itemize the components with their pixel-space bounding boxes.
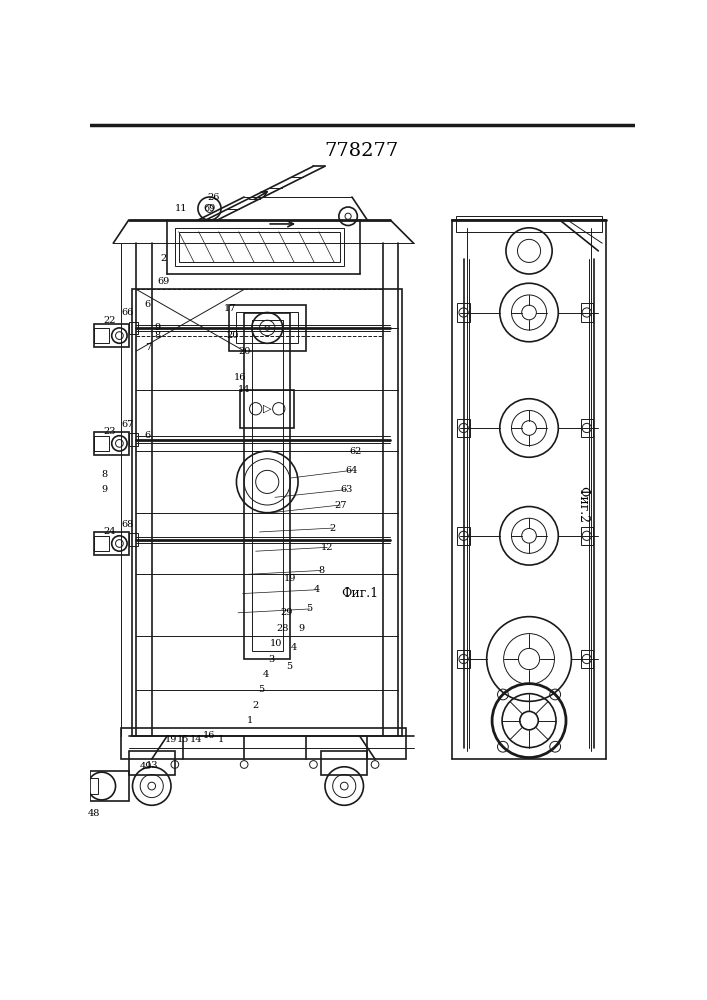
Text: 27: 27 bbox=[334, 500, 346, 510]
Text: ▷: ▷ bbox=[263, 404, 271, 414]
Bar bbox=[129, 751, 175, 774]
Text: 67: 67 bbox=[121, 420, 134, 429]
Bar bbox=[129, 433, 138, 446]
Bar bbox=[94, 532, 129, 555]
Text: 26: 26 bbox=[207, 192, 220, 202]
Text: 15: 15 bbox=[176, 735, 189, 744]
Text: 23: 23 bbox=[103, 427, 116, 436]
Text: 69: 69 bbox=[204, 204, 216, 213]
Text: 22: 22 bbox=[103, 316, 116, 325]
Text: 5: 5 bbox=[307, 604, 312, 613]
Bar bbox=[252, 320, 283, 651]
Text: 68: 68 bbox=[121, 520, 133, 529]
Bar bbox=[86, 778, 98, 794]
Text: Фиг.2: Фиг.2 bbox=[576, 487, 590, 524]
Text: 9: 9 bbox=[155, 323, 161, 332]
Text: 8: 8 bbox=[155, 331, 161, 340]
Bar bbox=[321, 751, 368, 774]
Bar bbox=[94, 536, 110, 551]
Text: 62: 62 bbox=[349, 447, 362, 456]
Bar bbox=[229, 305, 305, 351]
Text: 7: 7 bbox=[145, 343, 151, 352]
Text: 16: 16 bbox=[234, 373, 247, 382]
Text: 9: 9 bbox=[299, 624, 305, 633]
Text: 2: 2 bbox=[329, 524, 336, 533]
Text: 5: 5 bbox=[286, 662, 292, 671]
Text: Фиг.1: Фиг.1 bbox=[341, 587, 378, 600]
Bar bbox=[456, 216, 602, 232]
Text: 778277: 778277 bbox=[325, 142, 399, 160]
Bar bbox=[94, 328, 110, 343]
Text: 8: 8 bbox=[101, 470, 107, 479]
Bar bbox=[457, 650, 469, 668]
Text: 12: 12 bbox=[321, 543, 334, 552]
Text: 66: 66 bbox=[121, 308, 133, 317]
Text: 2: 2 bbox=[160, 254, 166, 263]
Text: 19: 19 bbox=[165, 735, 177, 744]
Text: 2: 2 bbox=[252, 701, 259, 710]
Text: 16: 16 bbox=[204, 732, 216, 740]
Text: 4: 4 bbox=[291, 643, 298, 652]
Bar bbox=[457, 419, 469, 437]
Text: 63: 63 bbox=[340, 485, 353, 494]
Bar bbox=[244, 312, 291, 659]
Bar bbox=[132, 289, 402, 736]
Text: 49: 49 bbox=[139, 762, 152, 771]
Bar bbox=[121, 728, 406, 759]
Bar bbox=[129, 533, 138, 546]
Text: 64: 64 bbox=[346, 466, 358, 475]
Text: 28: 28 bbox=[276, 624, 289, 633]
Text: 3: 3 bbox=[268, 654, 274, 664]
Bar bbox=[94, 432, 129, 455]
Text: 4: 4 bbox=[314, 585, 320, 594]
Bar bbox=[94, 436, 110, 451]
Bar bbox=[129, 322, 138, 334]
Text: 24: 24 bbox=[103, 527, 116, 536]
Text: 6: 6 bbox=[145, 431, 151, 440]
Text: 1: 1 bbox=[247, 716, 253, 725]
Bar bbox=[240, 389, 294, 428]
Bar bbox=[580, 527, 593, 545]
Text: 6: 6 bbox=[145, 300, 151, 309]
Text: 48: 48 bbox=[88, 808, 100, 818]
Bar bbox=[175, 228, 344, 266]
Bar bbox=[94, 324, 129, 347]
Text: 14: 14 bbox=[190, 735, 203, 744]
Text: 10: 10 bbox=[270, 639, 283, 648]
Text: 69: 69 bbox=[157, 277, 170, 286]
Text: 1: 1 bbox=[218, 735, 224, 744]
Text: 4: 4 bbox=[262, 670, 269, 679]
Text: 29: 29 bbox=[280, 608, 293, 617]
Bar bbox=[580, 303, 593, 322]
Bar bbox=[580, 419, 593, 437]
Text: 8: 8 bbox=[318, 566, 325, 575]
Text: 5: 5 bbox=[258, 685, 264, 694]
Text: 14: 14 bbox=[238, 385, 250, 394]
Bar bbox=[179, 232, 340, 262]
Bar bbox=[457, 527, 469, 545]
Text: 13: 13 bbox=[146, 761, 158, 770]
Text: 11: 11 bbox=[175, 204, 187, 213]
Text: 9: 9 bbox=[101, 485, 107, 494]
Bar bbox=[580, 650, 593, 668]
Text: 20: 20 bbox=[238, 347, 250, 356]
Bar bbox=[457, 303, 469, 322]
Text: 17: 17 bbox=[224, 304, 237, 313]
Bar bbox=[236, 312, 298, 343]
Bar bbox=[90, 771, 129, 801]
Text: 20: 20 bbox=[226, 331, 239, 340]
Text: 19: 19 bbox=[284, 574, 296, 583]
